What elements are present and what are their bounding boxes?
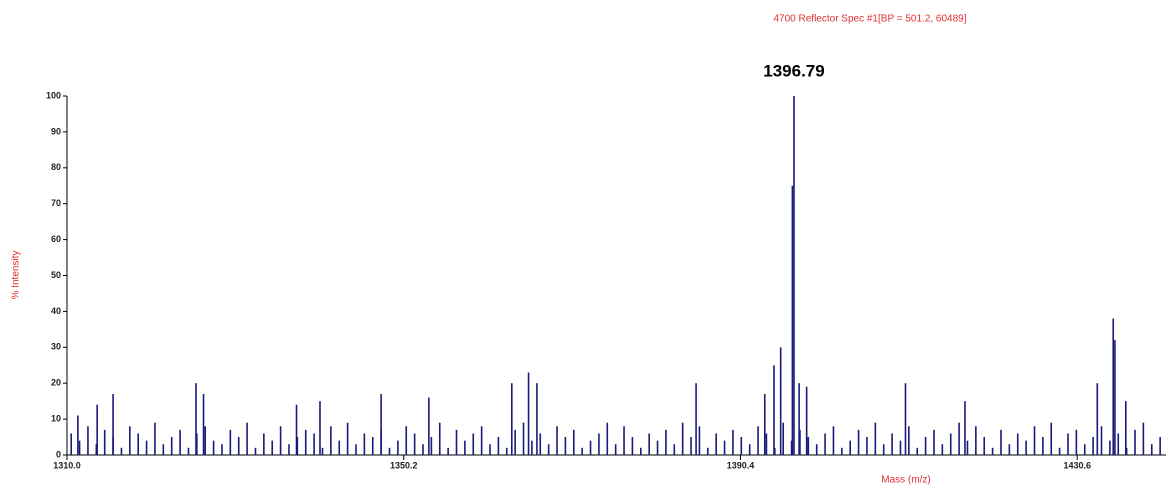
y-tick-label: 50 (51, 270, 61, 280)
chart-title: 4700 Reflector Spec #1[BP = 501.2, 60489… (773, 14, 966, 25)
y-tick-label: 60 (51, 234, 61, 244)
y-tick-label: 100 (46, 90, 61, 100)
y-axis-label: % Intensity (11, 251, 22, 300)
x-tick-label: 1350.2 (390, 460, 418, 470)
y-tick-label: 30 (51, 342, 61, 352)
x-axis-label: Mass (m/z) (881, 475, 930, 486)
y-tick-label: 70 (51, 198, 61, 208)
y-tick-label: 80 (51, 162, 61, 172)
y-tick-label: 40 (51, 306, 61, 316)
x-tick-label: 1390.4 (727, 460, 755, 470)
y-tick-label: 0 (56, 449, 61, 459)
y-tick-label: 90 (51, 126, 61, 136)
y-tick-label: 20 (51, 378, 61, 388)
x-tick-label: 1430.6 (1063, 460, 1091, 470)
y-tick-label: 10 (51, 413, 61, 423)
x-tick-label: 1310.0 (53, 460, 81, 470)
peak-annotation: 1396.79 (763, 61, 824, 80)
